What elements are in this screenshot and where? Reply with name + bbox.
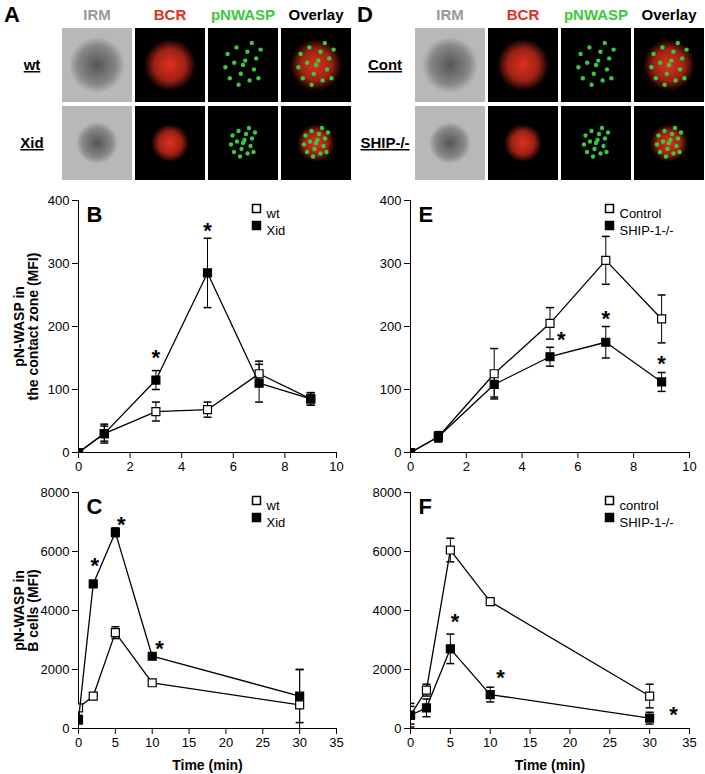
svg-text:30: 30: [642, 735, 656, 750]
svg-text:6: 6: [574, 459, 581, 474]
svg-text:0: 0: [407, 735, 414, 750]
svg-text:2000: 2000: [41, 662, 70, 677]
svg-text:4000: 4000: [373, 603, 402, 618]
svg-text:0: 0: [75, 459, 82, 474]
svg-text:100: 100: [48, 382, 70, 397]
svg-text:400: 400: [380, 193, 402, 208]
svg-text:5: 5: [112, 735, 119, 750]
svg-text:Xid: Xid: [267, 223, 286, 238]
svg-text:B: B: [87, 202, 103, 227]
svg-text:*: *: [203, 218, 212, 243]
svg-text:*: *: [657, 351, 666, 376]
svg-text:F: F: [419, 494, 432, 519]
svg-text:*: *: [155, 636, 164, 661]
svg-text:25: 25: [256, 735, 270, 750]
svg-text:BCR: BCR: [507, 6, 540, 23]
svg-text:*: *: [451, 609, 460, 634]
svg-text:Time (min): Time (min): [515, 757, 586, 773]
svg-text:wt: wt: [266, 498, 280, 513]
svg-text:4: 4: [178, 459, 185, 474]
svg-text:35: 35: [682, 735, 696, 750]
svg-text:D: D: [357, 2, 373, 27]
svg-text:2: 2: [126, 459, 133, 474]
svg-text:4000: 4000: [41, 603, 70, 618]
svg-text:5: 5: [447, 735, 454, 750]
svg-text:SHIP-/-: SHIP-/-: [360, 134, 409, 151]
svg-text:10: 10: [145, 735, 159, 750]
svg-text:2: 2: [463, 459, 470, 474]
svg-text:4: 4: [518, 459, 525, 474]
svg-text:200: 200: [380, 319, 402, 334]
svg-text:8000: 8000: [373, 485, 402, 500]
svg-text:E: E: [419, 202, 434, 227]
svg-text:6: 6: [230, 459, 237, 474]
svg-text:0: 0: [75, 735, 82, 750]
svg-text:6000: 6000: [41, 544, 70, 559]
svg-text:*: *: [669, 702, 678, 727]
svg-text:A: A: [4, 2, 20, 27]
svg-text:Xid: Xid: [20, 134, 43, 151]
svg-text:0: 0: [62, 445, 69, 460]
svg-text:6000: 6000: [373, 544, 402, 559]
svg-text:0: 0: [394, 445, 401, 460]
svg-text:8000: 8000: [41, 485, 70, 500]
svg-text:Cont: Cont: [368, 56, 402, 73]
svg-text:Xid: Xid: [267, 515, 286, 530]
svg-text:SHIP-1-/-: SHIP-1-/-: [620, 223, 674, 238]
svg-text:wt: wt: [23, 56, 41, 73]
svg-text:35: 35: [329, 735, 343, 750]
svg-text:pN-WASP inB cells (MFI): pN-WASP inB cells (MFI): [11, 569, 41, 651]
svg-text:pNWASP: pNWASP: [211, 6, 275, 23]
svg-text:pN-WASP inthe contact zone (MF: pN-WASP inthe contact zone (MFI): [11, 253, 41, 401]
svg-text:10: 10: [483, 735, 497, 750]
svg-text:20: 20: [563, 735, 577, 750]
svg-text:*: *: [557, 327, 566, 352]
svg-text:Overlay: Overlay: [288, 6, 344, 23]
svg-text:IRM: IRM: [436, 6, 464, 23]
svg-text:SHIP-1-/-: SHIP-1-/-: [620, 515, 674, 530]
svg-text:pNWASP: pNWASP: [564, 6, 628, 23]
svg-text:Overlay: Overlay: [641, 6, 697, 23]
svg-text:8: 8: [630, 459, 637, 474]
svg-text:C: C: [87, 494, 103, 519]
svg-text:Control: Control: [620, 206, 662, 221]
svg-text:*: *: [152, 345, 161, 370]
svg-text:2000: 2000: [373, 662, 402, 677]
svg-text:*: *: [117, 512, 126, 537]
svg-text:control: control: [620, 498, 659, 513]
svg-text:0: 0: [407, 459, 414, 474]
svg-text:wt: wt: [266, 206, 280, 221]
svg-text:0: 0: [394, 721, 401, 736]
svg-text:*: *: [90, 553, 99, 578]
svg-text:300: 300: [380, 256, 402, 271]
svg-text:0: 0: [62, 721, 69, 736]
svg-text:10: 10: [329, 459, 343, 474]
svg-text:15: 15: [523, 735, 537, 750]
svg-text:8: 8: [281, 459, 288, 474]
svg-text:*: *: [496, 665, 505, 690]
svg-text:Time (min): Time (min): [172, 757, 243, 773]
svg-text:IRM: IRM: [83, 6, 111, 23]
svg-text:200: 200: [48, 319, 70, 334]
svg-text:100: 100: [380, 382, 402, 397]
svg-text:400: 400: [48, 193, 70, 208]
svg-text:15: 15: [182, 735, 196, 750]
svg-text:BCR: BCR: [154, 6, 187, 23]
svg-text:*: *: [602, 306, 611, 331]
svg-text:25: 25: [603, 735, 617, 750]
svg-text:30: 30: [292, 735, 306, 750]
svg-text:20: 20: [219, 735, 233, 750]
svg-text:10: 10: [682, 459, 696, 474]
svg-text:300: 300: [48, 256, 70, 271]
